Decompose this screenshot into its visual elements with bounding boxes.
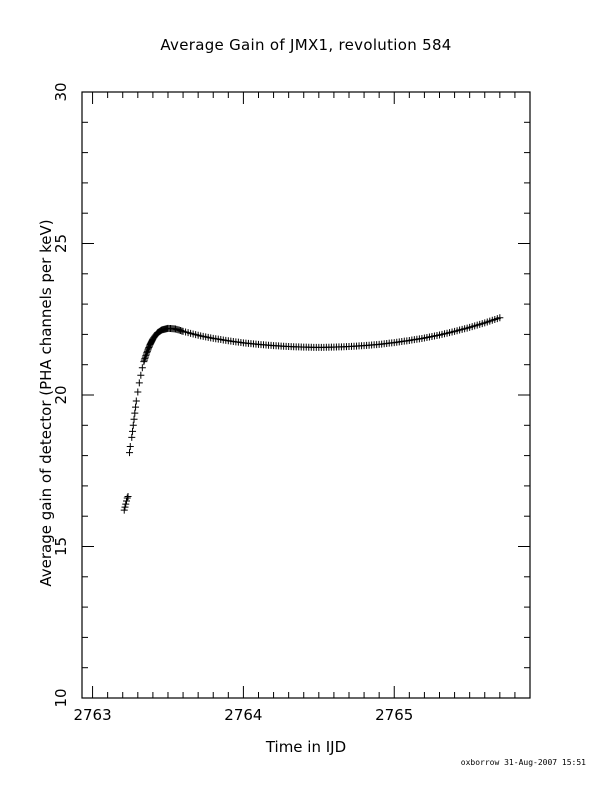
data-point [137,371,145,379]
data-points [120,314,504,514]
data-point [129,427,137,435]
data-point [132,403,140,411]
data-point [135,379,143,387]
x-tick-label: 2764 [224,706,262,724]
data-point [142,352,150,360]
x-tick-label: 2763 [73,706,111,724]
data-point [123,494,131,502]
y-tick-label: 25 [52,234,70,253]
data-point [121,503,129,511]
data-point [128,433,136,441]
data-point [120,506,128,514]
data-point [140,356,148,364]
data-point [129,421,137,429]
y-axis-label: Average gain of detector (PHA channels p… [37,219,55,587]
data-point [132,397,140,405]
x-axis-label: Time in IJD [265,738,347,756]
axis-ticks [82,91,531,699]
chart-title: Average Gain of JMX1, revolution 584 [160,36,452,54]
plot-frame [81,91,531,699]
data-point [134,388,142,396]
data-point [131,409,139,417]
footer-stamp: oxborrow 31-Aug-2007 15:51 [460,758,586,767]
y-tick-label: 20 [52,385,70,404]
data-point [141,355,149,363]
data-point [130,415,138,423]
y-tick-label: 10 [52,688,70,707]
data-point [140,358,148,366]
y-tick-label: 30 [52,82,70,101]
data-point [126,449,134,457]
data-point [122,500,130,508]
tick-labels: 10 15 20 25 30 2763 2764 2765 [52,82,413,724]
data-point [122,497,130,505]
data-point [496,314,504,322]
data-point [124,493,132,501]
y-tick-label: 15 [52,537,70,556]
data-point [141,353,149,361]
x-tick-label: 2765 [375,706,413,724]
data-point [126,443,134,451]
data-point [138,364,146,372]
